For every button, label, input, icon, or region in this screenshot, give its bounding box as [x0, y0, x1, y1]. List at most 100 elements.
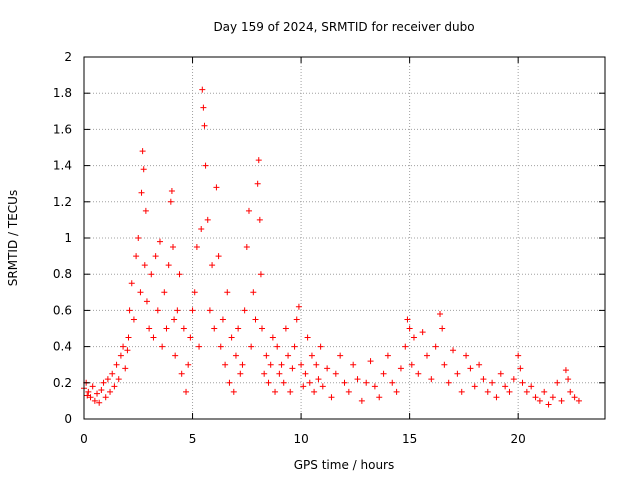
data-point: [285, 352, 292, 359]
data-point: [515, 352, 522, 359]
data-point: [517, 365, 524, 372]
data-point: [215, 253, 222, 260]
data-point: [183, 388, 190, 395]
data-point: [178, 370, 185, 377]
data-point: [428, 376, 435, 383]
data-point: [165, 262, 172, 269]
data-point: [276, 370, 283, 377]
data-point: [302, 370, 309, 377]
data-point: [558, 397, 565, 404]
data-point: [454, 370, 461, 377]
data-point: [185, 361, 192, 368]
data-point: [152, 253, 159, 260]
data-point: [458, 388, 465, 395]
data-point: [410, 334, 417, 341]
data-point: [199, 86, 206, 93]
data-point: [257, 271, 264, 278]
data-point: [204, 216, 211, 223]
data-point: [171, 316, 178, 323]
data-point: [109, 370, 116, 377]
data-point: [300, 383, 307, 390]
data-point: [571, 394, 578, 401]
data-point: [250, 289, 257, 296]
data-point: [376, 394, 383, 401]
y-tick-label: 1.8: [53, 86, 72, 100]
data-point: [280, 379, 287, 386]
chart-title: Day 159 of 2024, SRMTID for receiver dub…: [213, 20, 474, 34]
data-point: [200, 104, 207, 111]
data-point: [237, 370, 244, 377]
data-point: [575, 397, 582, 404]
data-point: [493, 394, 500, 401]
y-tick-label: 0.2: [53, 376, 72, 390]
data-point: [224, 289, 231, 296]
axis-ticks: [83, 56, 605, 420]
x-tick-label: 0: [80, 432, 88, 446]
data-point: [467, 365, 474, 372]
x-tick-label: 5: [189, 432, 197, 446]
data-point: [439, 325, 446, 332]
data-point: [497, 370, 504, 377]
data-point: [406, 325, 413, 332]
data-point: [304, 334, 311, 341]
data-point: [133, 253, 140, 260]
data-point: [174, 307, 181, 314]
data-point: [408, 361, 415, 368]
data-point: [350, 361, 357, 368]
data-point: [562, 367, 569, 374]
data-point: [293, 316, 300, 323]
data-point: [423, 352, 430, 359]
data-point: [450, 347, 457, 354]
data-point: [104, 376, 111, 383]
data-point: [94, 390, 101, 397]
data-point: [523, 388, 530, 395]
data-point: [211, 325, 218, 332]
data-point: [102, 394, 109, 401]
data-point: [308, 352, 315, 359]
x-tick-label: 20: [511, 432, 526, 446]
data-point: [125, 334, 132, 341]
data-point: [170, 244, 177, 251]
data-point: [172, 352, 179, 359]
data-point: [317, 343, 324, 350]
data-point: [168, 187, 175, 194]
data-point: [255, 157, 262, 164]
data-point: [549, 394, 556, 401]
data-point: [85, 388, 92, 395]
data-point: [230, 388, 237, 395]
data-point: [146, 325, 153, 332]
data-point: [278, 361, 285, 368]
y-tick-label: 1.2: [53, 195, 72, 209]
data-point: [243, 244, 250, 251]
data-point: [319, 383, 326, 390]
data-point: [187, 334, 194, 341]
data-point: [206, 307, 213, 314]
data-point: [476, 361, 483, 368]
data-point: [337, 352, 344, 359]
data-point: [228, 334, 235, 341]
data-point: [272, 388, 279, 395]
data-point: [113, 361, 120, 368]
data-point: [180, 325, 187, 332]
data-point: [84, 392, 91, 399]
data-point: [143, 298, 150, 305]
data-point: [154, 307, 161, 314]
data-point: [341, 379, 348, 386]
data-point: [248, 343, 255, 350]
data-point: [245, 207, 252, 214]
data-point: [100, 379, 107, 386]
data-point: [311, 388, 318, 395]
data-point: [138, 189, 145, 196]
data-point: [111, 383, 118, 390]
data-point: [541, 388, 548, 395]
data-point: [267, 361, 274, 368]
data-point: [252, 316, 259, 323]
y-tick-label: 1.6: [53, 122, 72, 136]
data-point: [135, 235, 142, 241]
data-point: [209, 262, 216, 269]
data-point: [202, 162, 209, 169]
data-point: [384, 352, 391, 359]
data-point: [140, 166, 147, 173]
data-point: [404, 316, 411, 323]
data-point: [358, 397, 365, 404]
